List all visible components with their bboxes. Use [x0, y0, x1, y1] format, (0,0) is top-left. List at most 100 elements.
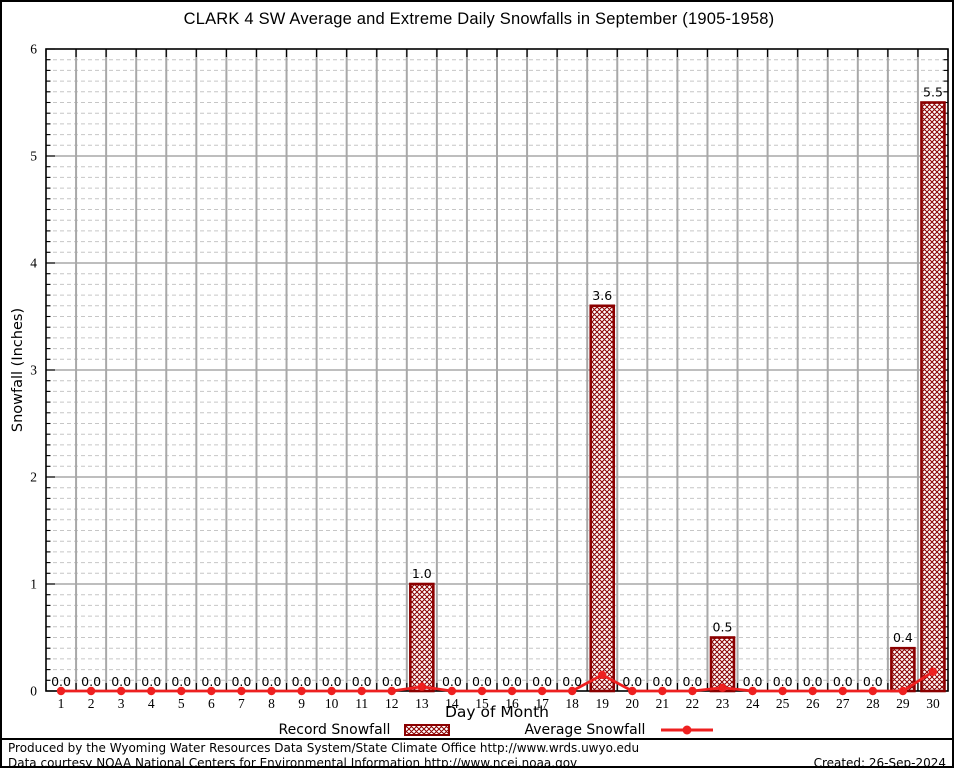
average-point-day-28 — [868, 686, 878, 696]
average-point-day-17 — [537, 686, 547, 696]
average-point-day-4 — [147, 686, 156, 696]
value-label-day-25: 0.0 — [773, 674, 793, 689]
y-tick-label-6: 6 — [30, 42, 37, 57]
average-point-day-13 — [417, 682, 427, 691]
x-tick-label-13: 13 — [415, 696, 429, 711]
average-point-day-22 — [688, 686, 697, 696]
value-label-day-28: 0.0 — [863, 674, 883, 689]
plot-area: 0.0 0.0 0.0 0.0 0.0 0.0 0.0 0.0 0.0 0.0 0.0 0.0 1.0 0… — [30, 42, 949, 711]
value-label-day-2: 0.0 — [81, 674, 101, 689]
average-point-day-3 — [116, 686, 126, 696]
x-tick-label-5: 5 — [178, 696, 185, 711]
x-tick-label-9: 9 — [298, 696, 305, 711]
legend: Record Snowfall Average Snowfall — [46, 722, 948, 738]
y-tick-label-2: 2 — [30, 470, 37, 485]
legend-label-record-snowfall: Record Snowfall — [278, 722, 391, 738]
y-tick-label-1: 1 — [30, 577, 37, 592]
x-tick-label-6: 6 — [208, 696, 215, 711]
value-label-day-13: 1.0 — [412, 566, 432, 581]
x-tick-label-24: 24 — [746, 696, 760, 711]
average-point-day-23 — [718, 683, 727, 692]
bar-day-19 — [589, 304, 616, 693]
value-label-day-11: 0.0 — [352, 674, 372, 689]
value-label-day-22: 0.0 — [682, 674, 702, 689]
average-point-day-9 — [297, 686, 306, 696]
x-tick-label-11: 11 — [355, 696, 368, 711]
x-tick-label-8: 8 — [268, 696, 275, 711]
average-snowfall-line — [61, 670, 934, 693]
value-label-day-5: 0.0 — [171, 674, 191, 689]
average-point-day-11 — [357, 686, 366, 696]
x-tick-label-15: 15 — [475, 696, 489, 711]
x-tick-label-20: 20 — [626, 696, 640, 711]
x-tick-label-30: 30 — [926, 696, 940, 711]
x-tick-label-23: 23 — [716, 696, 730, 711]
value-label-day-3: 0.0 — [111, 674, 131, 689]
x-tick-label-12: 12 — [385, 696, 399, 711]
y-tick-label-3: 3 — [30, 363, 37, 378]
value-label-day-10: 0.0 — [322, 674, 342, 689]
value-label-day-12: 0.0 — [382, 674, 402, 689]
chart-title: CLARK 4 SW Average and Extreme Daily Sno… — [183, 10, 775, 28]
average-point-day-5 — [177, 686, 186, 696]
value-label-day-14: 0.0 — [442, 674, 462, 689]
average-point-day-20 — [628, 686, 637, 696]
x-tick-label-28: 28 — [866, 696, 880, 711]
value-label-day-16: 0.0 — [502, 674, 522, 689]
bar-day-23 — [709, 636, 736, 693]
value-label-day-23: 0.5 — [713, 620, 733, 635]
footer-created-date: Created: 26-Sep-2024 — [813, 756, 946, 768]
value-label-day-30: 5.5 — [923, 85, 943, 100]
legend-swatch-record-snowfall-icon — [404, 724, 451, 736]
x-tick-label-7: 7 — [238, 696, 245, 711]
x-tick-label-4: 4 — [148, 696, 155, 711]
average-point-day-10 — [327, 686, 336, 696]
footer: Produced by the Wyoming Water Resources … — [2, 738, 952, 766]
footer-data-courtesy: Data courtesy NOAA National Centers for … — [8, 756, 578, 768]
value-label-day-1: 0.0 — [51, 674, 71, 689]
value-label-day-26: 0.0 — [803, 674, 823, 689]
legend-marker-average-snowfall-icon — [661, 725, 714, 735]
bar-day-30 — [920, 101, 946, 693]
average-point-day-18 — [567, 686, 577, 696]
value-label-day-21: 0.0 — [652, 674, 672, 689]
x-tick-label-3: 3 — [118, 696, 125, 711]
value-label-day-20: 0.0 — [622, 674, 642, 689]
x-tick-label-16: 16 — [505, 696, 519, 711]
average-point-day-6 — [207, 686, 216, 696]
legend-label-average-snowfall: Average Snowfall — [524, 722, 646, 738]
y-tick-label-5: 5 — [30, 149, 37, 164]
x-tick-label-2: 2 — [88, 696, 95, 711]
y-tick-label-0: 0 — [30, 684, 37, 699]
average-point-day-7 — [237, 686, 246, 696]
average-point-day-15 — [477, 686, 487, 696]
average-point-day-21 — [658, 686, 667, 696]
bar-day-13 — [409, 582, 435, 693]
x-tick-label-18: 18 — [565, 696, 579, 711]
value-label-day-9: 0.0 — [292, 674, 312, 689]
value-label-day-18: 0.0 — [562, 674, 582, 689]
average-point-day-16 — [507, 686, 517, 696]
x-axis-label: Day of Month — [445, 703, 549, 721]
x-tick-label-17: 17 — [535, 696, 549, 711]
x-tick-label-21: 21 — [656, 696, 670, 711]
average-point-day-27 — [838, 686, 847, 696]
average-point-day-30 — [928, 667, 938, 676]
value-label-day-8: 0.0 — [262, 674, 282, 689]
value-label-day-6: 0.0 — [201, 674, 221, 689]
average-point-day-29 — [898, 686, 908, 696]
value-label-day-7: 0.0 — [231, 674, 251, 689]
value-label-day-29: 0.4 — [893, 630, 913, 645]
average-point-day-14 — [447, 686, 457, 696]
x-tick-label-29: 29 — [896, 696, 910, 711]
x-tick-label-25: 25 — [776, 696, 790, 711]
value-label-day-24: 0.0 — [743, 674, 763, 689]
value-label-day-27: 0.0 — [833, 674, 853, 689]
footer-produced-by: Produced by the Wyoming Water Resources … — [8, 741, 640, 755]
x-tick-label-10: 10 — [325, 696, 339, 711]
x-tick-label-22: 22 — [686, 696, 700, 711]
average-point-day-1 — [56, 686, 66, 696]
value-label-day-15: 0.0 — [472, 674, 492, 689]
x-tick-label-14: 14 — [445, 696, 459, 711]
